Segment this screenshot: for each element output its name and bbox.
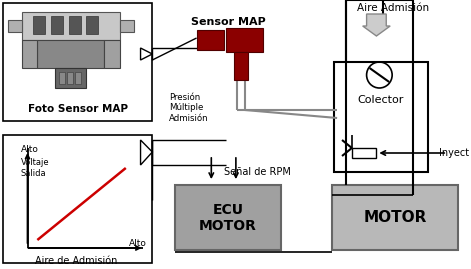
Text: Señal de RPM: Señal de RPM: [224, 167, 291, 177]
Text: Voltaje
Salida: Voltaje Salida: [21, 158, 49, 178]
Bar: [75, 72, 81, 84]
Text: Presión
Múltiple
Admisión: Presión Múltiple Admisión: [169, 93, 209, 123]
Bar: [37, 40, 104, 68]
Text: Sensor MAP: Sensor MAP: [191, 17, 265, 27]
Bar: [352, 148, 376, 158]
Bar: [22, 12, 120, 40]
Text: MOTOR: MOTOR: [364, 211, 427, 225]
Text: Aire Admisión: Aire Admisión: [357, 3, 429, 13]
Bar: [3, 135, 152, 263]
Bar: [8, 20, 22, 32]
Bar: [51, 16, 63, 34]
Text: Alto: Alto: [21, 146, 39, 154]
Bar: [59, 72, 65, 84]
Bar: [226, 28, 263, 52]
Bar: [104, 40, 120, 68]
Text: Inyect: Inyect: [439, 148, 469, 158]
Bar: [196, 30, 224, 50]
Bar: [120, 20, 134, 32]
Bar: [3, 3, 152, 121]
Bar: [87, 16, 98, 34]
Bar: [33, 16, 45, 34]
Bar: [69, 16, 81, 34]
Bar: [22, 40, 37, 68]
Text: Alto: Alto: [129, 239, 146, 249]
Text: Foto Sensor MAP: Foto Sensor MAP: [28, 104, 128, 114]
Bar: [234, 52, 248, 80]
Bar: [55, 68, 87, 88]
FancyArrow shape: [363, 14, 390, 36]
Bar: [67, 72, 73, 84]
Text: ECU
MOTOR: ECU MOTOR: [199, 203, 257, 233]
Text: Aire de Admisión: Aire de Admisión: [35, 256, 118, 266]
Bar: [334, 62, 428, 172]
Bar: [175, 185, 281, 250]
Bar: [332, 185, 458, 250]
Text: Colector: Colector: [357, 95, 404, 105]
